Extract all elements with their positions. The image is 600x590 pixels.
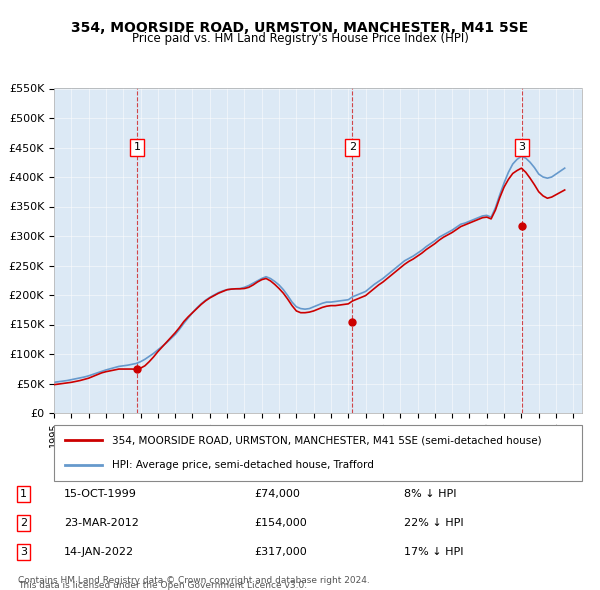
Text: This data is licensed under the Open Government Licence v3.0.: This data is licensed under the Open Gov… [18, 581, 307, 590]
Text: HPI: Average price, semi-detached house, Trafford: HPI: Average price, semi-detached house,… [112, 460, 374, 470]
Text: 354, MOORSIDE ROAD, URMSTON, MANCHESTER, M41 5SE (semi-detached house): 354, MOORSIDE ROAD, URMSTON, MANCHESTER,… [112, 435, 542, 445]
Text: Price paid vs. HM Land Registry's House Price Index (HPI): Price paid vs. HM Land Registry's House … [131, 32, 469, 45]
Text: 2: 2 [20, 518, 27, 528]
Text: 3: 3 [20, 547, 27, 557]
Text: £74,000: £74,000 [254, 489, 300, 499]
FancyBboxPatch shape [54, 425, 582, 481]
Text: 2: 2 [349, 143, 356, 152]
Text: £317,000: £317,000 [254, 547, 307, 557]
Text: 8% ↓ HPI: 8% ↓ HPI [404, 489, 456, 499]
Text: 15-OCT-1999: 15-OCT-1999 [64, 489, 137, 499]
Text: 17% ↓ HPI: 17% ↓ HPI [404, 547, 463, 557]
Text: 3: 3 [518, 143, 526, 152]
Text: 23-MAR-2012: 23-MAR-2012 [64, 518, 139, 528]
Text: 14-JAN-2022: 14-JAN-2022 [64, 547, 134, 557]
Text: £154,000: £154,000 [254, 518, 307, 528]
Text: 1: 1 [133, 143, 140, 152]
Text: 22% ↓ HPI: 22% ↓ HPI [404, 518, 463, 528]
Text: Contains HM Land Registry data © Crown copyright and database right 2024.: Contains HM Land Registry data © Crown c… [18, 576, 370, 585]
Text: 354, MOORSIDE ROAD, URMSTON, MANCHESTER, M41 5SE: 354, MOORSIDE ROAD, URMSTON, MANCHESTER,… [71, 21, 529, 35]
Text: 1: 1 [20, 489, 27, 499]
